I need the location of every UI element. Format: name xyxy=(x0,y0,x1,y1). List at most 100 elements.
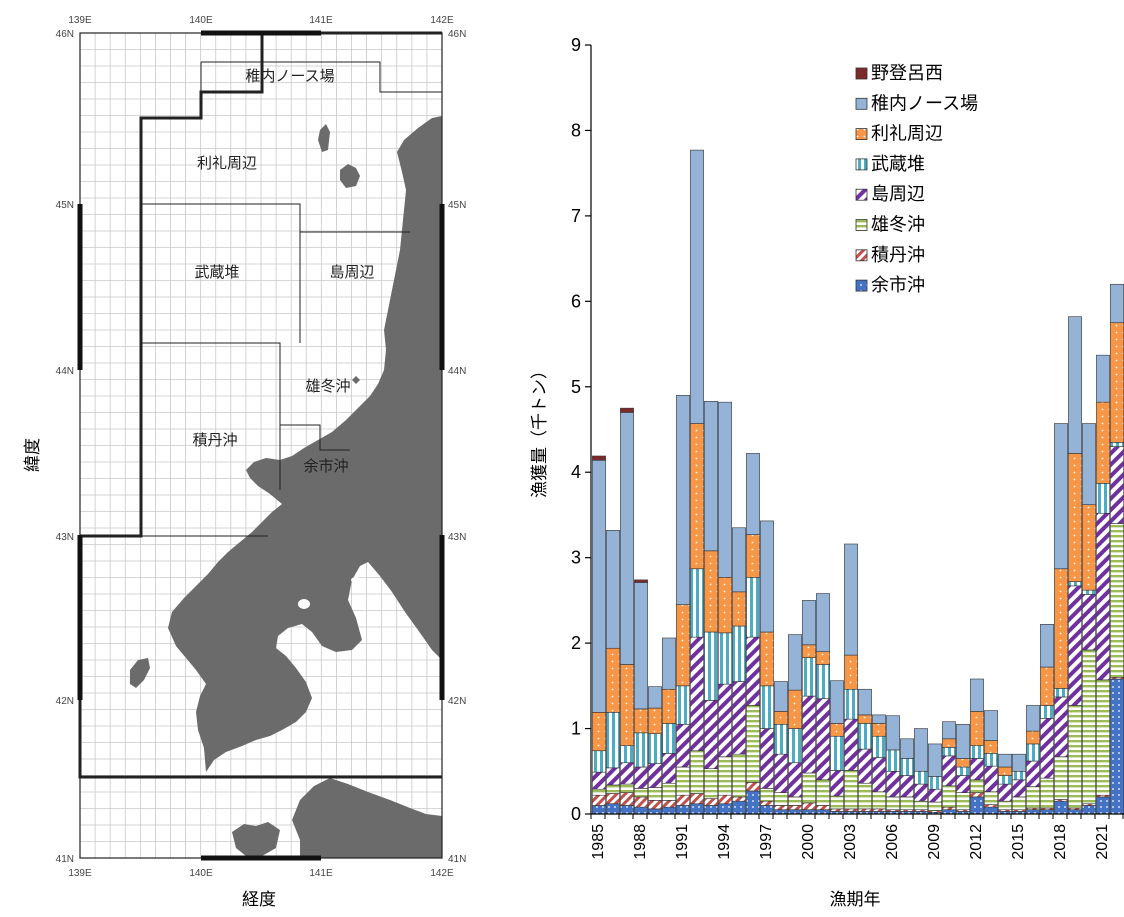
bar-segment xyxy=(914,783,928,802)
bar-segment xyxy=(676,794,690,806)
bar-segment xyxy=(970,796,984,815)
legend-swatch xyxy=(855,128,868,141)
okushiri-island xyxy=(130,658,150,688)
bar-segment xyxy=(942,809,956,815)
legend-swatch xyxy=(855,188,868,201)
bar-segment xyxy=(606,803,620,815)
bar-segment xyxy=(1040,624,1054,668)
bar-segment xyxy=(634,766,648,789)
y-tick-label: 0 xyxy=(571,804,581,824)
bar-segment xyxy=(1068,581,1082,587)
bar-segment xyxy=(732,591,746,627)
bar-segment xyxy=(718,794,732,805)
bar-segment xyxy=(732,625,746,682)
legend-label: 島周辺 xyxy=(871,184,925,205)
x-tick-label: 2000 xyxy=(800,824,817,860)
bar-segment xyxy=(970,779,984,793)
bar-segment xyxy=(984,753,998,767)
map-panel: 稚内ノース場 利礼周辺 武蔵堆 島周辺 雄冬沖 積丹沖 余市沖 139E 140… xyxy=(23,15,466,910)
x-tick-label: 1988 xyxy=(632,824,649,860)
bar-segment xyxy=(774,723,788,755)
bar-segment xyxy=(746,782,760,792)
lat-label-left: 42N xyxy=(56,696,74,707)
bar-segment xyxy=(634,708,648,734)
bar-segment xyxy=(844,654,858,690)
bar-segment xyxy=(1054,696,1068,758)
bar-segment xyxy=(956,758,970,768)
bar-segment xyxy=(634,582,648,710)
lake xyxy=(351,577,361,583)
bars xyxy=(592,149,1124,815)
bar-segment xyxy=(1096,354,1110,403)
lat-label-right: 45N xyxy=(448,200,466,211)
lon-label-bottom: 141E xyxy=(309,868,333,879)
bar-segment xyxy=(788,762,802,798)
bar-segment xyxy=(1096,512,1110,681)
lon-label-bottom: 142E xyxy=(430,868,454,879)
map-region-label-rishiri: 利礼周辺 xyxy=(197,154,257,172)
lat-label-left: 45N xyxy=(56,200,74,211)
bar-segment xyxy=(690,750,704,794)
bar-segment xyxy=(676,395,690,605)
lat-label-left: 41N xyxy=(56,854,74,865)
bar-segment xyxy=(648,800,662,810)
bar-segment xyxy=(816,593,830,652)
bar-segment xyxy=(1068,585,1082,706)
bar-segment xyxy=(942,747,956,757)
bar-segment xyxy=(830,680,844,724)
lake xyxy=(298,599,310,609)
bar-segment xyxy=(942,755,956,787)
bar-segment xyxy=(718,756,732,796)
bar-segment xyxy=(634,806,648,815)
x-tick-label: 2018 xyxy=(1052,824,1069,860)
y-tick-label: 6 xyxy=(571,291,581,311)
y-tick-label: 1 xyxy=(571,719,581,739)
bar-segment xyxy=(760,788,774,802)
lon-label-top: 140E xyxy=(189,15,213,26)
bar-segment xyxy=(746,705,760,783)
bar-segment xyxy=(718,683,732,758)
bar-segment xyxy=(718,577,732,634)
bar-segment xyxy=(942,721,956,740)
bar-segment xyxy=(606,767,620,786)
bar-segment xyxy=(970,678,984,712)
bar-segment xyxy=(1082,805,1096,815)
bar-segment xyxy=(1054,568,1068,689)
map-region-label-shima: 島周辺 xyxy=(329,263,374,281)
bar-segment xyxy=(858,688,872,716)
bar-segment xyxy=(1026,760,1040,787)
bar-segment xyxy=(788,796,802,806)
bar-segment xyxy=(998,783,1012,802)
bar-segment xyxy=(620,805,634,815)
map-frame-ticks xyxy=(77,30,445,861)
map-ylabel: 緯度 xyxy=(23,438,43,472)
bar-segment xyxy=(1040,666,1054,706)
bar-segment xyxy=(676,805,690,815)
y-tick-label: 7 xyxy=(571,206,581,226)
bar-segment xyxy=(1110,442,1124,447)
x-tick-label: 1985 xyxy=(590,824,607,860)
bar-segment xyxy=(648,787,662,801)
bar-segment xyxy=(1068,453,1082,582)
bar-segment xyxy=(620,783,634,793)
bar-segment xyxy=(914,728,928,772)
bar-segment xyxy=(606,647,620,713)
bar-segment xyxy=(802,600,816,646)
bar-segment xyxy=(1082,589,1096,595)
bar-segment xyxy=(592,788,606,796)
bar-segment xyxy=(676,723,690,768)
map-region-label-shakotan: 積丹沖 xyxy=(192,431,237,449)
bar-segment xyxy=(732,753,746,798)
bar-segment xyxy=(1054,688,1068,698)
bar-segment xyxy=(998,775,1012,785)
bar-segment xyxy=(858,714,872,724)
bar-segment xyxy=(788,809,802,815)
bar-segment xyxy=(872,735,886,758)
bar-segment xyxy=(1110,446,1124,524)
bar-segment xyxy=(1082,504,1096,591)
bar-segment xyxy=(1054,423,1068,570)
bar-segment xyxy=(816,651,830,665)
bar-segment xyxy=(774,753,788,793)
y-tick-label: 9 xyxy=(571,35,581,55)
